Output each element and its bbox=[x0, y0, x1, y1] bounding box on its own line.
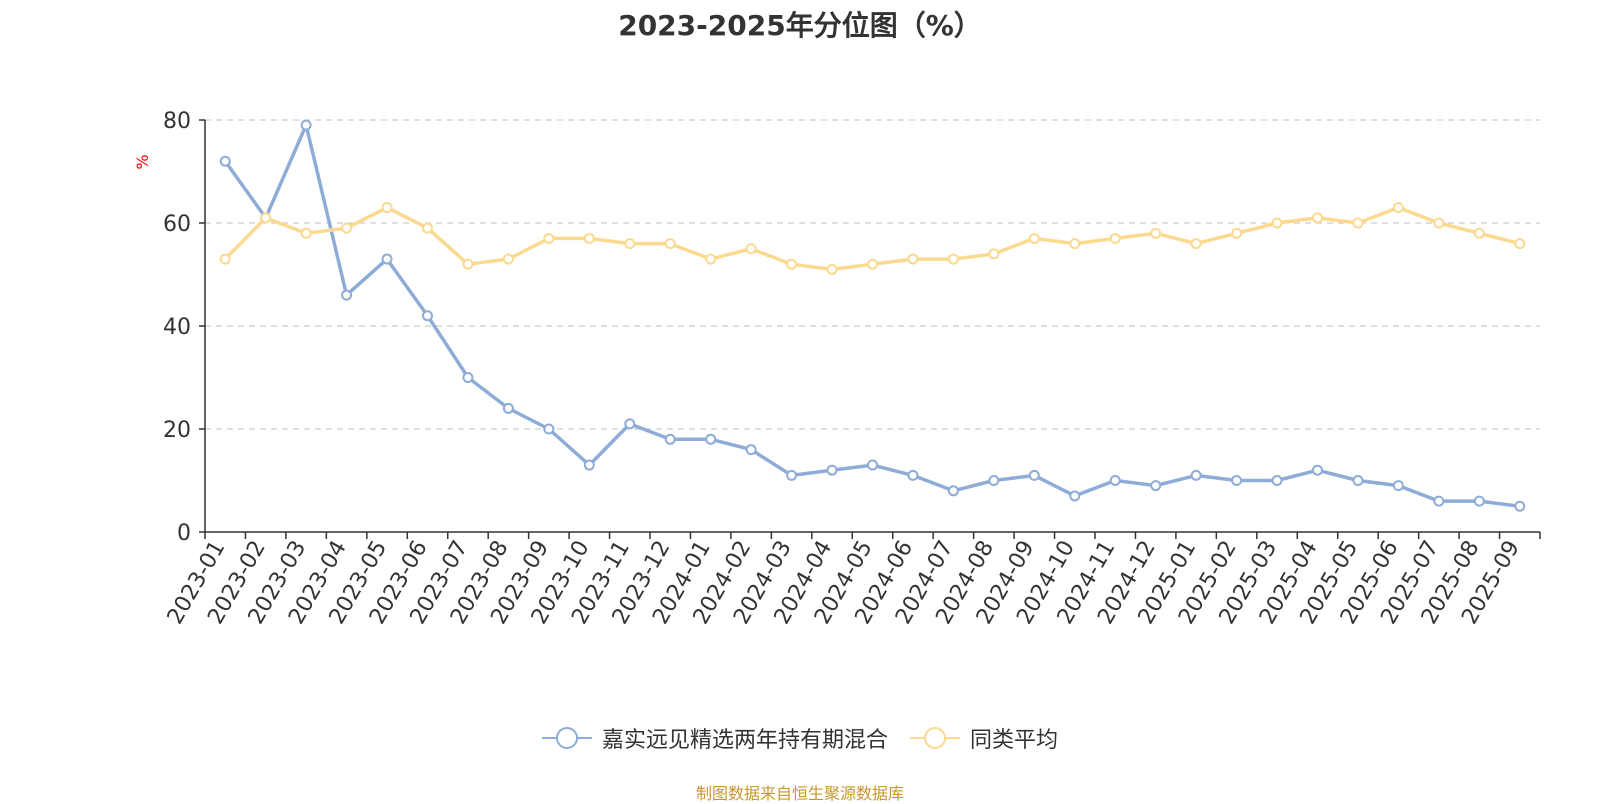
series-1-point[interactable] bbox=[1190, 238, 1202, 250]
y-axis-label: % bbox=[133, 154, 152, 169]
series-1-point[interactable] bbox=[1392, 202, 1404, 214]
series-1-point[interactable] bbox=[1231, 227, 1243, 239]
series-1-point[interactable] bbox=[624, 238, 636, 250]
series-1-point[interactable] bbox=[1312, 212, 1323, 224]
series-1-point[interactable] bbox=[1150, 227, 1162, 239]
series-0-point[interactable] bbox=[1028, 469, 1040, 481]
series-1-point[interactable] bbox=[705, 253, 717, 265]
series-0-point[interactable] bbox=[664, 433, 676, 445]
series-1-point[interactable] bbox=[260, 212, 272, 224]
series-1-point[interactable] bbox=[867, 258, 878, 270]
series-1-point[interactable] bbox=[947, 253, 959, 265]
series-1-point[interactable] bbox=[422, 222, 433, 234]
legend: 嘉实远见精选两年持有期混合 同类平均 bbox=[0, 722, 1600, 754]
series-0-point[interactable] bbox=[907, 469, 919, 481]
series-line-0 bbox=[223, 123, 1521, 509]
legend-label-average: 同类平均 bbox=[970, 728, 1059, 753]
series-0-point[interactable] bbox=[826, 464, 838, 476]
series-0-point[interactable] bbox=[1109, 475, 1121, 486]
series-0-point[interactable] bbox=[988, 475, 1000, 486]
series-0-point[interactable] bbox=[381, 253, 393, 265]
series-0-point[interactable] bbox=[543, 423, 555, 435]
legend-swatch-fund bbox=[541, 727, 592, 749]
series-1-point[interactable] bbox=[543, 232, 555, 244]
series-0-point[interactable] bbox=[1433, 495, 1445, 507]
series-0-point[interactable] bbox=[583, 459, 595, 471]
series-0-point[interactable] bbox=[947, 485, 959, 497]
y-tick-label: 20 bbox=[163, 418, 191, 443]
series-0-point[interactable] bbox=[1352, 475, 1364, 486]
series-1-point[interactable] bbox=[988, 248, 1000, 260]
series-0-point[interactable] bbox=[1231, 475, 1243, 486]
y-tick-label: 80 bbox=[163, 109, 191, 134]
series-0-point[interactable] bbox=[1190, 469, 1202, 481]
series-0-point[interactable] bbox=[1312, 464, 1323, 476]
chart-title: 2023-2025年分位图（%） bbox=[618, 9, 982, 42]
series-0-point[interactable] bbox=[745, 444, 757, 456]
series-0-point[interactable] bbox=[341, 289, 353, 301]
series-0-point[interactable] bbox=[1069, 490, 1081, 502]
legend-label-fund: 嘉实远见精选两年持有期混合 bbox=[601, 728, 888, 753]
series-1-point[interactable] bbox=[1473, 227, 1485, 239]
series-1-point[interactable] bbox=[1271, 217, 1283, 229]
series-0-point[interactable] bbox=[705, 433, 717, 445]
series-1-point[interactable] bbox=[1514, 238, 1526, 250]
legend-item-fund[interactable]: 嘉实远见精选两年持有期混合 bbox=[541, 722, 888, 754]
series-0-point[interactable] bbox=[502, 402, 514, 414]
series-1-point[interactable] bbox=[1109, 232, 1121, 244]
series-1-point[interactable] bbox=[1433, 217, 1445, 229]
series-1-point[interactable] bbox=[502, 253, 514, 265]
series-1-point[interactable] bbox=[1352, 217, 1364, 229]
series-0-point[interactable] bbox=[422, 310, 433, 322]
series-1-point[interactable] bbox=[1028, 232, 1040, 244]
series-1-point[interactable] bbox=[1069, 238, 1081, 250]
series-0-point[interactable] bbox=[300, 119, 312, 131]
series-1-point[interactable] bbox=[381, 202, 393, 214]
series-1-point[interactable] bbox=[664, 238, 676, 250]
series-0-point[interactable] bbox=[1473, 495, 1485, 507]
series-0-point[interactable] bbox=[1150, 480, 1162, 492]
source-note: 制图数据来自恒生聚源数据库 bbox=[695, 784, 904, 803]
series-1-point[interactable] bbox=[907, 253, 919, 265]
series-0-point[interactable] bbox=[624, 418, 636, 430]
y-tick-label: 60 bbox=[163, 212, 191, 237]
series-0-point[interactable] bbox=[219, 155, 231, 167]
series-0-point[interactable] bbox=[1392, 480, 1404, 492]
series-0-point[interactable] bbox=[1514, 500, 1526, 512]
series-0-point[interactable] bbox=[1271, 475, 1283, 486]
y-tick-label: 40 bbox=[163, 315, 191, 340]
series-0-point[interactable] bbox=[462, 372, 474, 383]
series-1-point[interactable] bbox=[300, 227, 312, 239]
series-0-point[interactable] bbox=[867, 459, 878, 471]
series-1-point[interactable] bbox=[462, 258, 474, 270]
series-1-point[interactable] bbox=[219, 253, 231, 265]
series-1-point[interactable] bbox=[341, 222, 353, 234]
legend-item-average[interactable]: 同类平均 bbox=[910, 722, 1058, 754]
series-1-point[interactable] bbox=[745, 243, 757, 255]
y-tick-label: 0 bbox=[177, 521, 191, 546]
series-0-point[interactable] bbox=[786, 469, 798, 481]
series-1-point[interactable] bbox=[786, 258, 798, 270]
series-1-point[interactable] bbox=[826, 263, 838, 275]
legend-swatch-average bbox=[910, 727, 960, 749]
series-1-point[interactable] bbox=[583, 232, 595, 244]
